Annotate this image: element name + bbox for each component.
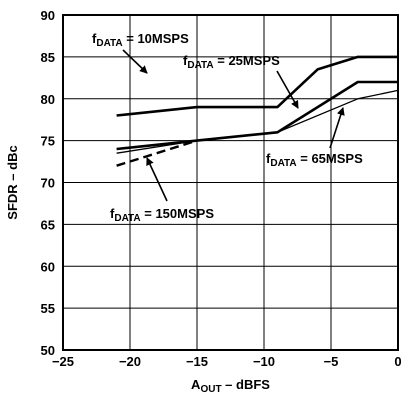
- x-tick-label: −5: [324, 354, 339, 369]
- series-lines: [116, 55, 399, 167]
- tick-labels: −25 −20 −15 −10 −5 0 50 55 60 65 70 75 80 85 90: [41, 8, 402, 369]
- plot-border: [62, 14, 399, 351]
- y-tick-label: 65: [41, 217, 55, 232]
- plot-frame: [62, 14, 399, 351]
- series-line: [116, 89, 399, 154]
- y-tick-label: 55: [41, 301, 55, 316]
- y-tick-label: 50: [41, 343, 55, 358]
- y-tick-label: 80: [41, 92, 55, 107]
- grid-lines: [63, 15, 398, 350]
- series-line: [116, 80, 398, 151]
- x-tick-label: −20: [119, 354, 141, 369]
- x-tick-label: −25: [52, 354, 74, 369]
- series-annotations: fDATA = 10MSPS fDATA = 25MSPS fDATA = 65MS…: [92, 31, 363, 224]
- x-axis-label: AOUT – dBFS: [191, 377, 270, 395]
- y-tick-label: 70: [41, 176, 55, 191]
- y-tick-label: 60: [41, 259, 55, 274]
- y-tick-label: 75: [41, 134, 55, 149]
- series-label: fDATA = 65MSPS: [266, 151, 363, 169]
- series-label: fDATA = 10MSPS: [92, 31, 189, 49]
- annotation-arrow: [276, 70, 299, 109]
- x-tick-label: −10: [253, 354, 275, 369]
- x-tick-label: 0: [394, 354, 401, 369]
- annotation-arrow: [329, 107, 345, 149]
- x-tick-label: −15: [186, 354, 208, 369]
- y-tick-label: 85: [41, 50, 55, 65]
- series-line: [116, 55, 398, 117]
- series-line: [116, 139, 198, 167]
- annotation-arrow: [146, 157, 168, 202]
- series-label: fDATA = 25MSPS: [183, 53, 280, 71]
- series-label: fDATA = 150MSPS: [110, 206, 214, 224]
- y-axis-label: SFDR – dBc: [5, 145, 20, 219]
- y-tick-label: 90: [41, 8, 55, 23]
- annotation-arrow: [122, 49, 148, 74]
